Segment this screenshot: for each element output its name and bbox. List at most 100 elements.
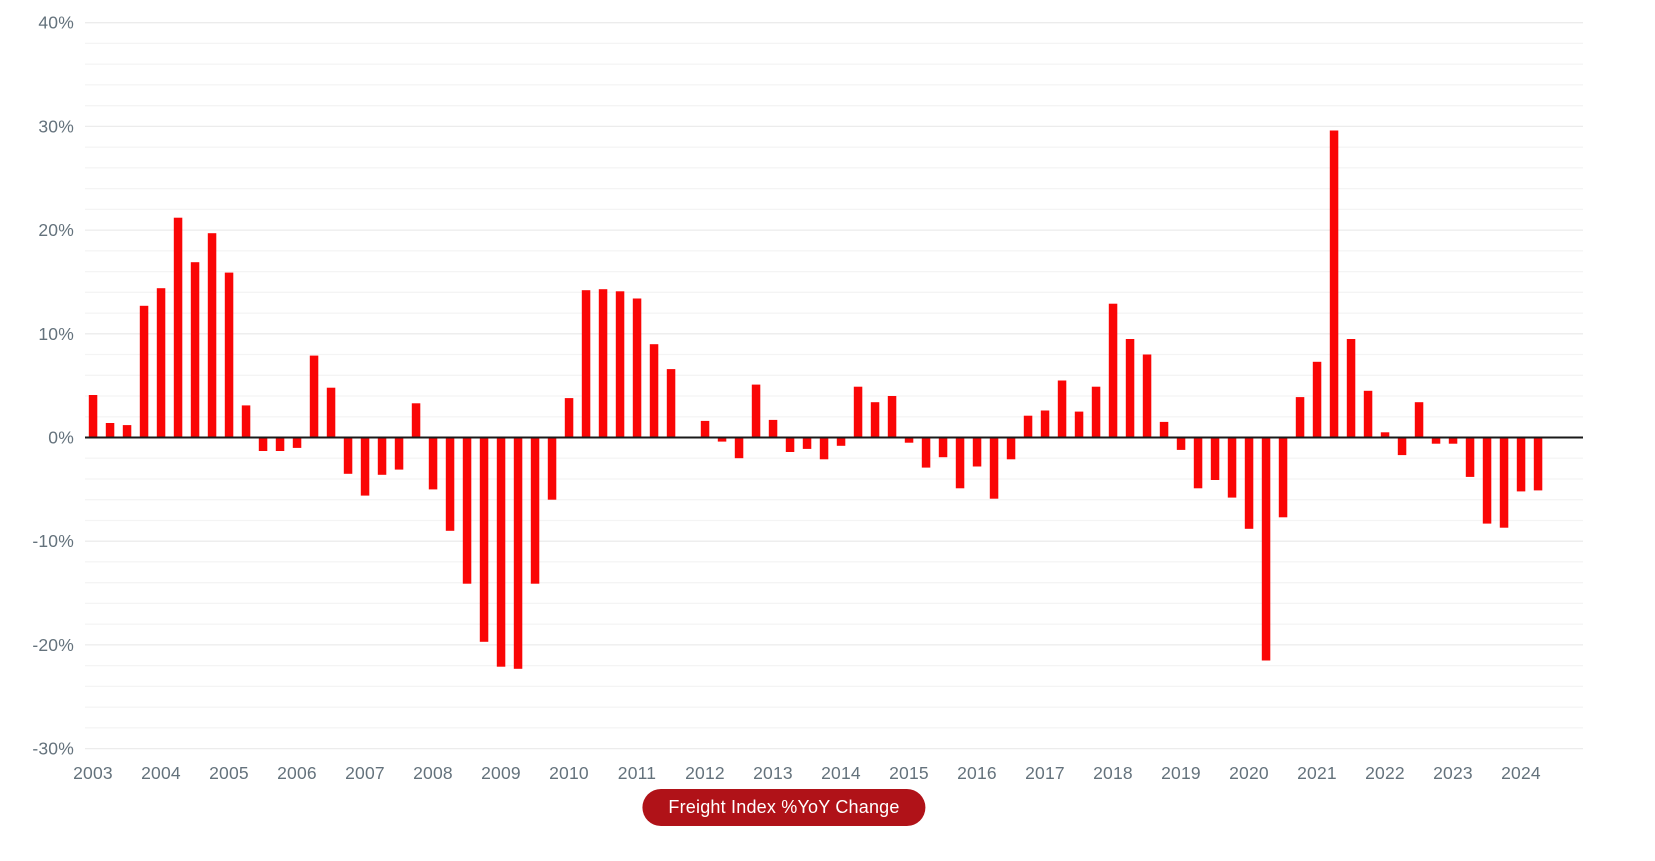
bar-2007Q4[interactable]	[411, 403, 421, 438]
bar-2016Q2[interactable]	[989, 437, 999, 499]
bar-2021Q2[interactable]	[1329, 130, 1339, 438]
bar-2006Q1[interactable]	[292, 437, 302, 448]
bar-2007Q3[interactable]	[394, 437, 404, 470]
x-axis-label: 2015	[889, 763, 929, 783]
bar-2013Q1[interactable]	[768, 419, 778, 438]
bar-2010Q2[interactable]	[581, 290, 591, 438]
bar-2008Q3[interactable]	[462, 437, 472, 584]
bar-2019Q1[interactable]	[1176, 437, 1186, 450]
bar-2003Q4[interactable]	[139, 305, 149, 438]
bar-2009Q2[interactable]	[513, 437, 523, 669]
bar-2004Q4[interactable]	[207, 233, 217, 438]
bar-2019Q4[interactable]	[1227, 437, 1237, 498]
bar-2016Q3[interactable]	[1006, 437, 1016, 460]
bar-2013Q2[interactable]	[785, 437, 795, 453]
bar-2010Q3[interactable]	[598, 289, 608, 438]
bar-2024Q2[interactable]	[1533, 437, 1543, 491]
y-axis-label: 30%	[38, 116, 74, 136]
bar-2022Q1[interactable]	[1380, 432, 1390, 438]
bar-2011Q1[interactable]	[632, 298, 642, 438]
y-axis-label: 10%	[38, 324, 74, 344]
bar-2012Q1[interactable]	[700, 420, 710, 438]
bar-2022Q3[interactable]	[1414, 402, 1424, 438]
bar-2017Q1[interactable]	[1040, 410, 1050, 438]
y-axis-label: -20%	[32, 635, 74, 655]
bar-2023Q3[interactable]	[1482, 437, 1492, 524]
bar-2019Q3[interactable]	[1210, 437, 1220, 481]
bar-2017Q3[interactable]	[1074, 411, 1084, 438]
bar-2009Q3[interactable]	[530, 437, 540, 584]
bar-2022Q4[interactable]	[1431, 437, 1441, 444]
bar-2014Q3[interactable]	[870, 402, 880, 438]
bar-2005Q3[interactable]	[258, 437, 268, 452]
bar-2022Q2[interactable]	[1397, 437, 1407, 456]
y-axis-label: 20%	[38, 220, 74, 240]
bar-2007Q2[interactable]	[377, 437, 387, 475]
bar-2021Q1[interactable]	[1312, 361, 1322, 438]
bar-2010Q1[interactable]	[564, 398, 574, 438]
bar-2015Q3[interactable]	[938, 437, 948, 458]
bar-2016Q4[interactable]	[1023, 415, 1033, 438]
bar-2013Q3[interactable]	[802, 437, 812, 449]
bar-2006Q4[interactable]	[343, 437, 353, 474]
bar-2017Q4[interactable]	[1091, 386, 1101, 438]
bar-2003Q2[interactable]	[105, 423, 115, 438]
x-axis-label: 2004	[141, 763, 181, 783]
bar-2006Q2[interactable]	[309, 355, 319, 438]
bar-2004Q2[interactable]	[173, 217, 183, 438]
bar-2006Q3[interactable]	[326, 387, 336, 438]
bar-2023Q1[interactable]	[1448, 437, 1458, 444]
bar-2008Q4[interactable]	[479, 437, 489, 642]
x-axis-label: 2003	[73, 763, 113, 783]
bar-2014Q4[interactable]	[887, 396, 897, 438]
bar-2015Q2[interactable]	[921, 437, 931, 468]
bar-2003Q3[interactable]	[122, 425, 132, 438]
bar-2018Q4[interactable]	[1159, 421, 1169, 438]
x-axis-label: 2019	[1161, 763, 1201, 783]
bar-2010Q4[interactable]	[615, 291, 625, 438]
x-axis-label: 2024	[1501, 763, 1541, 783]
legend-pill[interactable]: Freight Index %YoY Change	[642, 789, 926, 826]
bar-2018Q2[interactable]	[1125, 339, 1135, 438]
bar-2017Q2[interactable]	[1057, 380, 1067, 438]
bar-2011Q3[interactable]	[666, 369, 676, 438]
bar-2004Q1[interactable]	[156, 288, 166, 438]
bar-2024Q1[interactable]	[1516, 437, 1526, 492]
x-axis-label: 2011	[618, 763, 656, 783]
bar-2015Q1[interactable]	[904, 437, 914, 443]
bar-2008Q1[interactable]	[428, 437, 438, 490]
x-axis-label: 2006	[277, 763, 317, 783]
bar-2016Q1[interactable]	[972, 437, 982, 467]
bar-2015Q4[interactable]	[955, 437, 965, 489]
x-axis-label: 2018	[1093, 763, 1133, 783]
bar-2021Q4[interactable]	[1363, 390, 1373, 438]
bar-2012Q2[interactable]	[717, 437, 727, 442]
bar-2023Q2[interactable]	[1465, 437, 1475, 477]
bar-2020Q4[interactable]	[1295, 397, 1305, 438]
x-axis-label: 2023	[1433, 763, 1473, 783]
y-axis-label: 0%	[48, 428, 74, 448]
bar-2018Q3[interactable]	[1142, 354, 1152, 438]
bar-2020Q3[interactable]	[1278, 437, 1288, 518]
bar-2014Q1[interactable]	[836, 437, 846, 446]
bar-2009Q1[interactable]	[496, 437, 506, 667]
bar-2020Q2[interactable]	[1261, 437, 1271, 661]
bar-2018Q1[interactable]	[1108, 303, 1118, 438]
bar-2005Q4[interactable]	[275, 437, 285, 452]
bar-2003Q1[interactable]	[88, 395, 98, 438]
bar-2019Q2[interactable]	[1193, 437, 1203, 489]
bar-2013Q4[interactable]	[819, 437, 829, 460]
bar-2014Q2[interactable]	[853, 386, 863, 438]
bar-2007Q1[interactable]	[360, 437, 370, 496]
bar-2020Q1[interactable]	[1244, 437, 1254, 529]
bar-2023Q4[interactable]	[1499, 437, 1509, 528]
bar-2005Q2[interactable]	[241, 405, 251, 438]
bar-2005Q1[interactable]	[224, 272, 234, 438]
bar-2012Q3[interactable]	[734, 437, 744, 459]
bar-2011Q2[interactable]	[649, 344, 659, 438]
bar-2009Q4[interactable]	[547, 437, 557, 500]
bar-2021Q3[interactable]	[1346, 339, 1356, 438]
bar-2004Q3[interactable]	[190, 262, 200, 438]
bar-2012Q4[interactable]	[751, 384, 761, 438]
bar-2008Q2[interactable]	[445, 437, 455, 531]
